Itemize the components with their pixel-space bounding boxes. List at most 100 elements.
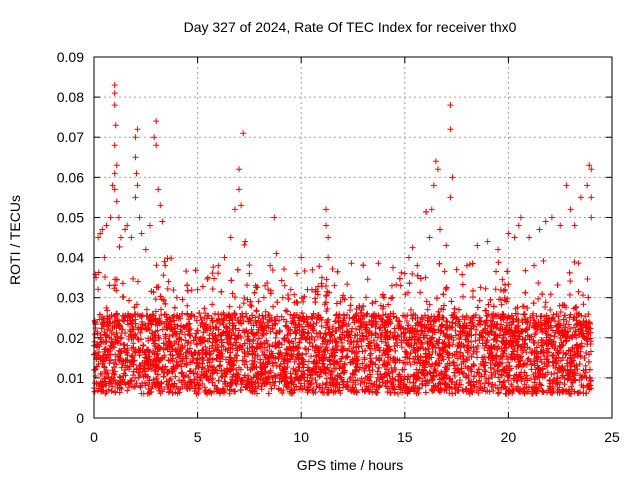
data-point [103, 382, 110, 389]
data-point [515, 363, 522, 370]
data-point [258, 386, 265, 393]
data-point [442, 333, 449, 340]
data-point [334, 358, 341, 365]
data-point [265, 286, 272, 293]
data-point [241, 241, 248, 248]
data-point [354, 338, 361, 345]
data-point [451, 351, 458, 358]
data-point [239, 310, 246, 317]
data-point [305, 384, 312, 391]
data-point [246, 384, 253, 391]
data-point [400, 359, 407, 366]
data-point [131, 357, 138, 364]
data-point [226, 312, 233, 319]
data-point [226, 361, 233, 368]
data-point [124, 352, 131, 359]
data-point [495, 374, 502, 381]
data-point [425, 314, 432, 321]
data-point [305, 329, 312, 336]
data-point [262, 282, 269, 289]
data-point [553, 310, 560, 317]
data-point [217, 332, 224, 339]
data-point [199, 283, 206, 290]
data-point [224, 368, 231, 375]
data-point [201, 305, 208, 312]
data-point [260, 315, 267, 322]
data-point [207, 375, 214, 382]
data-point [96, 385, 103, 392]
data-point [401, 333, 408, 340]
data-point [388, 364, 395, 371]
data-point [372, 346, 379, 353]
data-point [354, 377, 361, 384]
data-point [258, 383, 265, 390]
data-point [327, 337, 334, 344]
data-point [346, 345, 353, 352]
data-point [147, 317, 154, 324]
data-point [257, 341, 264, 348]
data-point [499, 334, 506, 341]
data-point [314, 291, 321, 298]
data-point [222, 380, 229, 387]
data-point [538, 343, 545, 350]
data-point [508, 312, 515, 319]
data-point [107, 356, 114, 363]
data-point [404, 351, 411, 358]
data-point [560, 349, 567, 356]
data-point [105, 386, 112, 393]
data-point [186, 368, 193, 375]
data-point [264, 341, 271, 348]
data-point [467, 382, 474, 389]
data-point [329, 328, 336, 335]
data-point [338, 374, 345, 381]
data-point [187, 359, 194, 366]
data-point [537, 370, 544, 377]
data-point [154, 356, 161, 363]
data-point [267, 290, 274, 297]
data-point [307, 372, 314, 379]
data-point [193, 330, 200, 337]
data-point [318, 323, 325, 330]
data-point [261, 351, 268, 358]
data-point [302, 336, 309, 343]
data-point [510, 330, 517, 337]
data-point [259, 312, 266, 319]
data-point [293, 383, 300, 390]
data-point [535, 365, 542, 372]
data-point [175, 362, 182, 369]
data-point [587, 348, 594, 355]
data-point [382, 336, 389, 343]
data-point [556, 389, 563, 396]
data-point [469, 287, 476, 294]
data-point [353, 317, 360, 324]
data-point [326, 379, 333, 386]
data-point [360, 262, 367, 269]
data-point [492, 286, 499, 293]
data-point [212, 344, 219, 351]
data-point [472, 337, 479, 344]
data-point [321, 347, 328, 354]
data-point [468, 368, 475, 375]
data-point [415, 345, 422, 352]
data-point [263, 323, 270, 330]
data-point [165, 389, 172, 396]
data-point [270, 303, 277, 310]
data-point [492, 361, 499, 368]
data-point [531, 350, 538, 357]
data-point [135, 346, 142, 353]
data-point [405, 289, 412, 296]
data-point [499, 325, 506, 332]
data-point [565, 321, 572, 328]
data-point [373, 321, 380, 328]
data-point [248, 303, 255, 310]
data-point [304, 364, 311, 371]
data-point [503, 353, 510, 360]
data-point [407, 350, 414, 357]
data-point [202, 343, 209, 350]
data-point [410, 379, 417, 386]
data-point [455, 366, 462, 373]
data-point [481, 320, 488, 327]
data-point [279, 294, 286, 301]
data-point [169, 352, 176, 359]
data-point [303, 335, 310, 342]
